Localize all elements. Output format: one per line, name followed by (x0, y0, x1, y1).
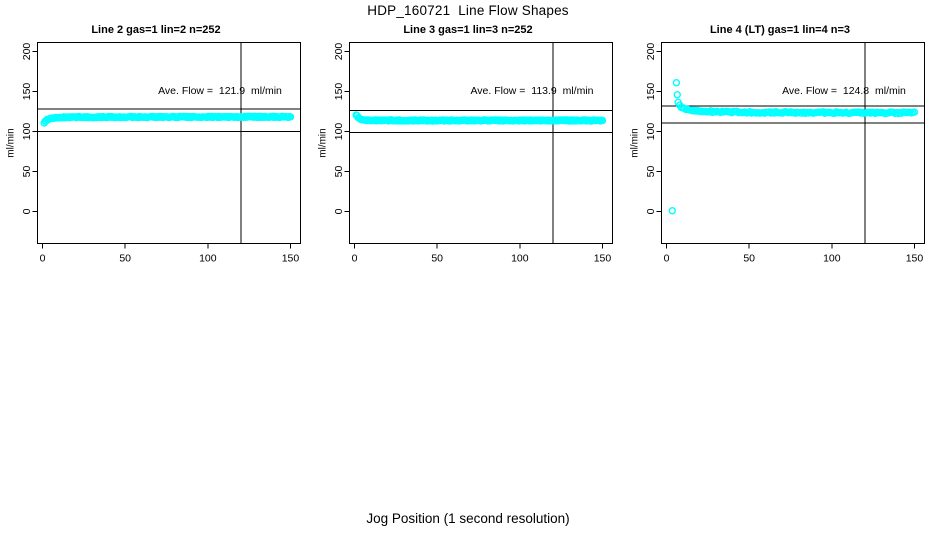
x-tick-label: 100 (199, 253, 217, 265)
x-tick-label: 100 (511, 253, 529, 265)
y-tick-label: 100 (333, 123, 345, 141)
ave-flow-annotation: Ave. Flow = 113.9 ml/min (470, 85, 594, 97)
plot-area: 0 50 100 150 0 50 100 150 200 (333, 42, 613, 265)
x-tick-label: 0 (352, 253, 358, 265)
y-tick-label: 150 (645, 83, 657, 101)
y-axis-label: ml/min (5, 128, 17, 158)
y-axis-label: ml/min (629, 128, 641, 158)
plot-area: 0 50 100 150 0 50 100 150 200 (21, 42, 301, 265)
panel-title: Line 3 gas=1 lin=3 n=252 (403, 24, 533, 36)
y-tick-label: 100 (645, 123, 657, 141)
y-tick-label: 0 (645, 208, 657, 214)
y-tick-label: 50 (333, 166, 345, 178)
plot-box (349, 42, 613, 244)
x-tick-label: 50 (119, 253, 131, 265)
chart-panel-line-4: 0 50 100 150 0 50 100 150 200 Line 4 (LT) gas=1 … (624, 0, 936, 270)
y-tick-label: 200 (21, 43, 33, 61)
y-tick-label: 50 (645, 166, 657, 178)
plot-box (661, 42, 925, 244)
data-point (286, 113, 295, 121)
data-point (673, 90, 681, 99)
ave-flow-annotation: Ave. Flow = 121.9 ml/min (158, 85, 282, 97)
data-point (598, 116, 607, 125)
figure-title: HDP_160721 Line Flow Shapes (367, 3, 569, 18)
data-point (910, 108, 919, 116)
x-tick-label: 150 (594, 253, 612, 265)
x-tick-label: 150 (906, 253, 924, 265)
y-axis-label: ml/min (317, 128, 329, 158)
data-point (672, 78, 681, 87)
chart-panel-line-3: 0 50 100 150 0 50 100 150 200 Line 3 gas=1 lin=3… (312, 0, 624, 270)
chart-panel-line-2: 0 50 100 150 0 50 100 150 200 Line 2 gas=1 lin=2… (0, 0, 312, 270)
y-tick-label: 200 (333, 43, 345, 61)
y-tick-label: 150 (333, 83, 345, 101)
panel-title: Line 4 (LT) gas=1 lin=4 n=3 (709, 24, 851, 36)
x-tick-label: 50 (431, 253, 443, 265)
plot-box (37, 42, 301, 244)
x-tick-label: 150 (282, 253, 300, 265)
data-point (668, 206, 676, 215)
x-tick-label: 100 (823, 253, 841, 265)
x-tick-label: 50 (743, 253, 755, 265)
y-tick-label: 100 (21, 123, 33, 141)
ave-flow-annotation: Ave. Flow = 124.8 ml/min (782, 85, 906, 97)
data-point (746, 107, 754, 116)
plot-area: 0 50 100 150 0 50 100 150 200 (645, 42, 925, 265)
y-tick-label: 150 (21, 83, 33, 101)
y-tick-label: 0 (333, 208, 345, 214)
panel-title: Line 2 gas=1 lin=2 n=252 (91, 24, 221, 36)
x-axis-label: Jog Position (1 second resolution) (366, 511, 570, 526)
x-tick-label: 0 (40, 253, 46, 265)
y-tick-label: 50 (21, 166, 33, 178)
x-tick-label: 0 (664, 253, 670, 265)
y-tick-label: 0 (21, 208, 33, 214)
y-tick-label: 200 (645, 43, 657, 61)
